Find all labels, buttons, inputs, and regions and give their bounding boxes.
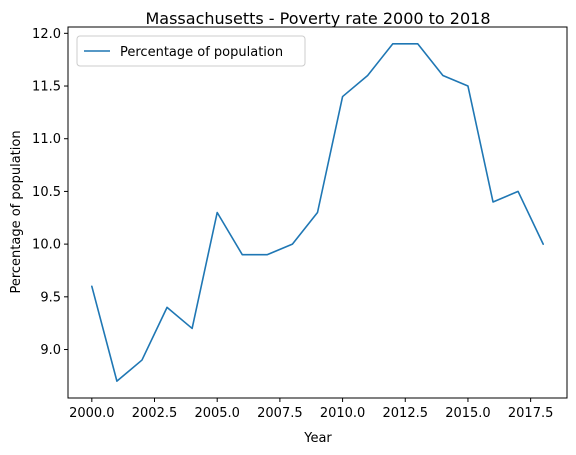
x-axis: 2000.0 2002.5 2005.0 2007.5 2010.0 2012.5 2015…	[69, 398, 553, 421]
y-axis: 9.0 9.5 10.0 10.5 11.0 11.5 12.0	[32, 27, 68, 358]
x-tick-label: 2002.5	[132, 406, 178, 421]
y-tick-label: 10.5	[32, 185, 61, 200]
y-tick-label: 9.0	[40, 343, 61, 358]
y-axis-label: Percentage of population	[9, 130, 24, 293]
x-tick-label: 2007.5	[257, 406, 303, 421]
legend-label: Percentage of population	[120, 45, 283, 60]
y-tick-label: 11.5	[32, 80, 61, 95]
x-axis-label: Year	[303, 431, 332, 446]
x-tick-label: 2000.0	[69, 406, 115, 421]
legend: Percentage of population	[76, 35, 306, 67]
x-tick-label: 2010.0	[320, 406, 366, 421]
y-tick-label: 9.5	[40, 290, 61, 305]
y-tick-label: 11.0	[32, 132, 61, 147]
y-tick-label: 12.0	[32, 27, 61, 42]
x-tick-label: 2017.5	[508, 406, 554, 421]
x-tick-label: 2015.0	[445, 406, 491, 421]
chart-title: Massachusetts - Poverty rate 2000 to 201…	[145, 9, 490, 28]
y-tick-label: 10.0	[32, 238, 61, 253]
plot-frame	[67, 26, 568, 399]
x-tick-label: 2005.0	[194, 406, 240, 421]
legend-box	[76, 35, 306, 67]
series-layer	[91, 43, 544, 382]
x-tick-label: 2012.5	[383, 406, 429, 421]
